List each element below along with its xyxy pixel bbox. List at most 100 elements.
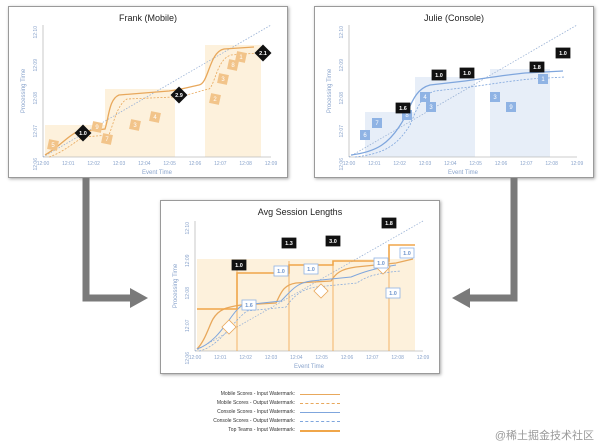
x-tick-label: 12:02 [239,355,252,361]
legend-swatch [300,394,340,395]
input-watermark-line [350,70,564,156]
mobile-score [47,139,59,151]
x-tick-label: 12:00 [343,161,356,167]
legend-swatch [300,430,340,432]
score-badge [395,102,411,114]
console-score-label: 4 [423,95,427,101]
score-badge [231,259,247,271]
score-badge-label: 1.0 [403,251,411,257]
ideal-diagonal [42,24,272,158]
score-badge [241,299,257,311]
frank-mobile-panel: Frank (Mobile) 12:00 12:01 12:02 12:03 12:04… [8,6,288,178]
julie-chart: 12:00 12:01 12:02 12:03 12:04 12:05 12:06 12:07… [327,24,584,176]
y-tick-label: 12:08 [185,287,191,300]
score-badge-label: 1.3 [285,241,293,247]
score-diamond-label: 1.0 [79,131,87,137]
x-tick-label: 12:04 [290,355,303,361]
x-tick-label: 12:03 [419,161,432,167]
mobile-score [149,111,161,123]
score-badge [529,61,545,73]
console-output-watermark [198,270,402,352]
console-score [402,110,412,120]
y-tick-label: 12:09 [339,59,345,72]
mobile-score [217,73,229,85]
y-tick-label: 12:08 [339,92,345,105]
x-tick-label: 12:09 [265,161,278,167]
site-watermark: @稀土掘金技术社区 [494,430,594,442]
console-score [490,92,500,102]
legend-item: Mobile Scores - Input Watermark: [200,390,360,399]
panel-title: Julie (Console) [423,13,485,23]
avg-session-panel: Avg Session Lengths 12:00 12:01 12:02 12:03… [160,200,440,374]
x-tick-label: 12:07 [214,161,227,167]
console-score-label: 9 [509,105,513,111]
score-badge-label: 1.6 [399,106,407,112]
console-score [538,74,548,84]
legend-swatch [300,403,340,404]
julie-console-panel: Julie (Console) 12:00 12:01 12:02 12:03 12:0… [314,6,594,178]
mobile-score-label: 2 [213,97,217,103]
mobile-score-label: 5 [51,143,55,149]
x-tick-label: 12:01 [62,161,75,167]
score-badge-label: 1.8 [533,65,541,71]
arrow-left-head [130,288,148,308]
x-tick-label: 12:05 [163,161,176,167]
x-tick-label: 12:05 [315,355,328,361]
x-tick-label: 12:05 [469,161,482,167]
score-badge-label: 1.0 [463,71,471,77]
x-axis-title: Event Time [448,170,479,176]
x-tick-label: 12:04 [444,161,457,167]
mobile-score [101,133,113,145]
legend-item: Console Scores - Output Watermark: [200,417,360,426]
x-tick-label: 12:00 [37,161,50,167]
x-tick-label: 12:04 [138,161,151,167]
mobile-score-label: 7 [105,137,109,143]
x-tick-label: 12:08 [239,161,252,167]
score-badge [325,235,341,247]
score-badge [459,67,475,79]
score-badge [303,263,319,275]
score-badge-label: 1.0 [559,51,567,57]
x-tick-label: 12:06 [495,161,508,167]
score-badge [431,69,447,81]
mobile-score [209,93,221,105]
output-watermark-line [48,52,260,158]
x-tick-label: 12:03 [113,161,126,167]
console-score [420,92,430,102]
y-axis-title: Processing Time [327,68,333,113]
arrow-right [468,178,518,302]
avg-chart: 12:00 12:01 12:02 12:03 12:04 12:05 12:06 12:07… [173,217,429,370]
mobile-score [227,59,239,71]
score-badge [281,237,297,249]
legend-label: Mobile Scores - Output Watermark: [216,400,295,406]
mobile-avg-marker [221,319,237,335]
score-diamond-label: 2.9 [175,93,183,99]
y-tick-label: 12:07 [339,125,345,138]
score-badge-label: 1.0 [377,261,385,267]
mobile-score [129,119,141,131]
mobile-avg-marker [313,283,329,299]
y-tick-label: 12:07 [185,319,191,332]
x-axis-title: Event Time [294,364,325,370]
score-badge-label: 1.0 [235,263,243,269]
mobile-score-label: 1 [239,55,243,61]
score-badge-label: 1.0 [277,269,285,275]
score-badge [373,257,389,269]
arrow-left [82,178,132,302]
score-badge [273,265,289,277]
x-tick-label: 12:08 [545,161,558,167]
legend-label: Console Scores - Output Watermark: [213,418,295,424]
score-diamond-label: 2.1 [259,51,267,57]
console-score [506,102,516,112]
x-tick-label: 12:08 [391,355,404,361]
legend-swatch [300,421,340,422]
score-badge-label: 3.0 [329,239,337,245]
x-tick-label: 12:01 [368,161,381,167]
x-tick-label: 12:06 [189,161,202,167]
x-tick-label: 12:09 [571,161,584,167]
score-diamond [170,86,188,104]
score-badge-label: 1.0 [307,267,315,273]
console-score-label: 3 [493,95,497,101]
console-score-label: 8 [405,113,409,119]
score-badge [385,287,401,299]
